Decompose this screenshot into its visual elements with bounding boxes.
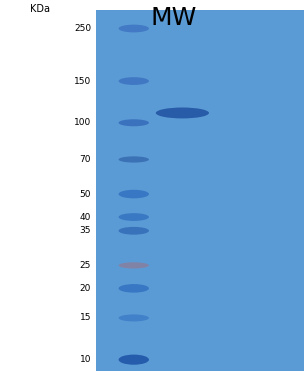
Ellipse shape [119,156,149,163]
Ellipse shape [119,355,149,365]
Text: MW: MW [150,5,196,30]
Text: 70: 70 [80,155,91,164]
Ellipse shape [119,262,149,268]
Ellipse shape [156,108,209,119]
Ellipse shape [119,213,149,221]
Text: KDa: KDa [30,4,50,14]
Text: 25: 25 [80,261,91,270]
Ellipse shape [119,77,149,85]
Ellipse shape [119,190,149,199]
Text: 10: 10 [80,355,91,364]
Text: 40: 40 [80,213,91,222]
Text: 250: 250 [74,24,91,33]
Ellipse shape [119,119,149,126]
Text: 20: 20 [80,284,91,293]
Ellipse shape [119,314,149,321]
Text: 50: 50 [80,190,91,199]
Ellipse shape [119,284,149,292]
Text: 100: 100 [74,118,91,127]
Ellipse shape [119,25,149,32]
Text: 150: 150 [74,76,91,85]
Bar [96,10,304,370]
Text: 35: 35 [80,226,91,235]
Ellipse shape [119,227,149,235]
Text: 15: 15 [80,314,91,323]
